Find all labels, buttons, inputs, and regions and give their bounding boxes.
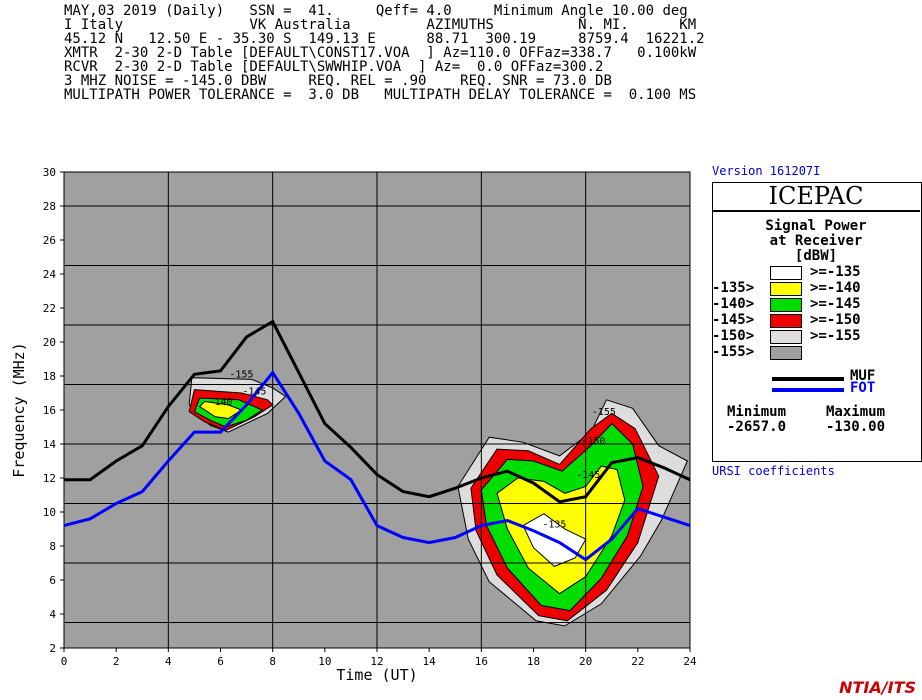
y-tick-label: 30 (43, 166, 56, 179)
x-tick-label: 18 (527, 655, 540, 668)
contour-label: -145 (576, 470, 600, 481)
legend-swatch (770, 346, 802, 360)
x-tick-label: 2 (113, 655, 120, 668)
legend-left-label: -155> (712, 344, 755, 360)
y-tick-label: 8 (49, 540, 56, 553)
legend-title-3: [dBW] (794, 248, 838, 264)
contour-label: -135 (542, 519, 566, 530)
x-tick-label: 12 (370, 655, 383, 668)
x-tick-label: 10 (318, 655, 331, 668)
x-tick-label: 22 (631, 655, 644, 668)
x-tick-label: 8 (269, 655, 276, 668)
y-tick-label: 28 (43, 200, 56, 213)
x-tick-label: 4 (165, 655, 172, 668)
y-tick-label: 2 (49, 642, 56, 655)
fot-line (63, 370, 691, 562)
header-line-7: MULTIPATH POWER TOLERANCE = 3.0 DB MULTI… (64, 87, 697, 103)
header-line-1: MAY,03 2019 (Daily) SSN = 41. Qeff= 4.0 … (64, 3, 688, 19)
legend-right-label: >=-155 (810, 328, 861, 344)
fot-legend-line (772, 388, 844, 392)
muf-line (64, 319, 691, 504)
legend-title-2: at Receiver (769, 233, 863, 249)
contour-label: -155 (229, 370, 253, 381)
maximum-value: -130.00 (826, 419, 886, 435)
legend-right-label: >=-150 (810, 312, 861, 328)
y-tick-label: 26 (43, 234, 56, 247)
minimum-value: -2657.0 (727, 419, 787, 435)
minimum-label: Minimum (727, 404, 787, 420)
x-tick-label: 0 (61, 655, 68, 668)
header-line-5: RCVR 2-30 2-D Table [DEFAULT\SWWHIP.VOA … (64, 59, 604, 75)
muf-legend-label: MUF (850, 368, 876, 384)
y-tick-label: 16 (43, 404, 56, 417)
contour-label: -140 (208, 397, 232, 408)
x-axis-title: Time (UT) (336, 666, 417, 684)
x-tick-label: 20 (579, 655, 592, 668)
legend-right-label: >=-145 (810, 296, 861, 312)
legend-title-1: Signal Power (765, 218, 867, 234)
legend-left-label: -140> (712, 296, 755, 312)
y-axis-title: Frequency (MHz) (10, 342, 28, 477)
header-line-2: I Italy VK Australia AZIMUTHS N. MI. KM (64, 17, 697, 33)
header-line-4: XMTR 2-30 2-D Table [DEFAULT\CONST17.VOA… (64, 45, 697, 61)
legend-swatch (770, 266, 802, 280)
y-tick-label: 10 (43, 506, 56, 519)
legend-left-label: -150> (712, 328, 755, 344)
legend-left-label: -135> (712, 280, 755, 296)
legend-right-label: >=-140 (810, 280, 861, 296)
contour-label: -150 (581, 436, 605, 447)
x-tick-label: 16 (475, 655, 488, 668)
fot-legend-label: FOT (850, 380, 876, 396)
legend-left-label: -145> (712, 312, 755, 328)
header-line-3: 45.12 N 12.50 E - 35.30 S 149.13 E 88.71… (64, 31, 705, 47)
legend-panel (712, 182, 922, 462)
legend-swatch (770, 298, 802, 312)
y-tick-label: 20 (43, 336, 56, 349)
ntia-credit: NTIA/ITS (839, 678, 916, 697)
y-tick-label: 22 (43, 302, 56, 315)
y-tick-label: 24 (43, 268, 57, 281)
ursi-label: URSI coefficients (712, 464, 835, 478)
contour-label: -155 (592, 407, 616, 418)
contour-label: -145 (242, 387, 266, 398)
legend-swatch (770, 282, 802, 296)
x-tick-label: 6 (217, 655, 224, 668)
y-tick-label: 12 (43, 472, 56, 485)
legend-right-label: >=-135 (810, 264, 861, 280)
x-tick-label: 14 (423, 655, 437, 668)
y-tick-label: 18 (43, 370, 56, 383)
header-line-6: 3 MHZ NOISE = -145.0 DBW REQ. REL = .90 … (64, 73, 612, 89)
maximum-label: Maximum (826, 404, 886, 420)
y-tick-label: 4 (49, 608, 56, 621)
legend-swatch (770, 314, 802, 328)
legend-swatch (770, 330, 802, 344)
brand-title: ICEPAC (712, 182, 920, 212)
y-tick-label: 14 (43, 438, 57, 451)
muf-legend-line (772, 377, 844, 381)
version-label: Version 161207I (712, 164, 821, 178)
y-tick-label: 6 (49, 574, 56, 587)
x-tick-label: 24 (683, 655, 697, 668)
